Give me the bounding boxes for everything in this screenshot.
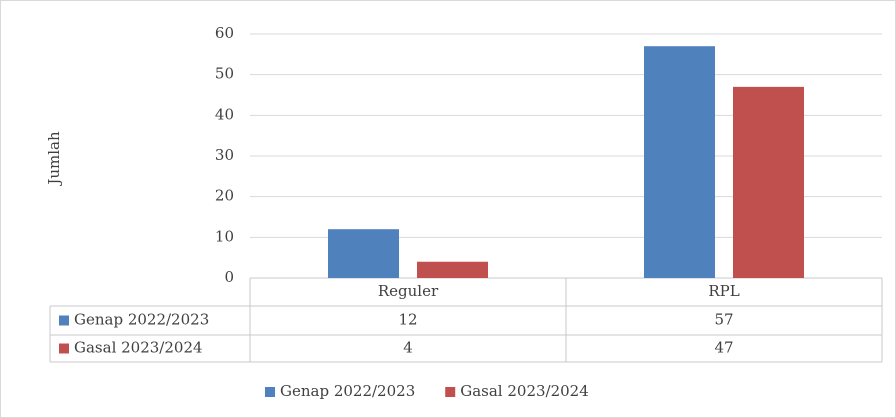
legend-label: Genap 2022/2023: [280, 382, 415, 400]
table-legend-key: [59, 343, 69, 354]
y-tick-label: 40: [215, 105, 234, 123]
table-value: 47: [714, 339, 733, 357]
x-tick-label: Reguler: [378, 282, 439, 300]
y-tick-label: 30: [215, 146, 234, 164]
table-series-name: Gasal 2023/2024: [74, 339, 203, 357]
bar: [733, 86, 804, 278]
legend-label: Gasal 2023/2024: [460, 382, 589, 400]
y-tick-label: 20: [215, 187, 234, 205]
y-tick-label: 50: [215, 65, 234, 83]
table-value: 57: [714, 311, 733, 329]
table-series-name: Genap 2022/2023: [74, 311, 209, 329]
y-tick-label: 0: [224, 268, 234, 286]
y-axis-label: Jumlah: [45, 131, 63, 187]
table-value: 12: [398, 311, 417, 329]
legend-key: [265, 387, 275, 397]
bar: [328, 229, 399, 278]
bar: [644, 46, 715, 279]
legend-key: [445, 387, 456, 397]
x-tick-label: RPL: [708, 282, 739, 300]
table-legend-key: [59, 315, 69, 326]
table-value: 4: [403, 339, 413, 357]
y-tick-label: 60: [215, 24, 234, 42]
y-tick-label: 10: [215, 227, 234, 245]
bar: [417, 261, 488, 278]
